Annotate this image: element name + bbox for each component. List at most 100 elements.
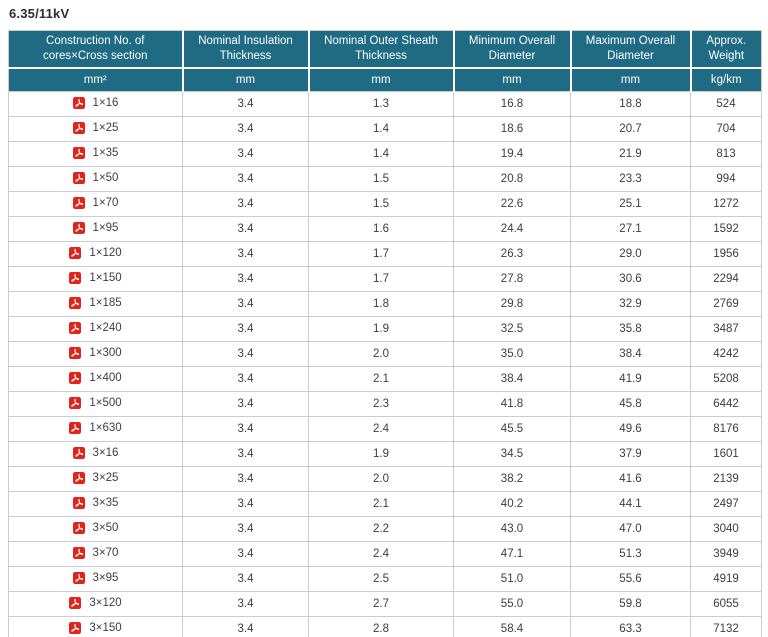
- cell-weight: 524: [690, 91, 762, 118]
- cell-insulation-thickness: 3.4: [182, 141, 309, 168]
- cell-min-diameter: 58.4: [453, 616, 571, 637]
- pdf-download-link[interactable]: 1×25: [72, 121, 118, 134]
- cell-weight: 1956: [690, 241, 762, 268]
- pdf-download-link[interactable]: 3×70: [72, 546, 119, 559]
- cell-min-diameter: 38.4: [453, 366, 571, 393]
- pdf-icon[interactable]: [72, 196, 85, 209]
- table-row: 1×500 3.4 2.3 41.8 45.8 6442: [8, 391, 762, 418]
- pdf-download-link[interactable]: 1×35: [72, 146, 118, 159]
- col-header-sheath-thickness: Nominal Outer Sheath Thickness: [307, 30, 454, 69]
- cell-construction: 1×240: [8, 316, 183, 343]
- pdf-icon[interactable]: [72, 446, 85, 459]
- cell-sheath-thickness: 1.6: [308, 216, 454, 243]
- pdf-download-link[interactable]: 3×25: [72, 471, 119, 484]
- pdf-icon[interactable]: [72, 171, 85, 184]
- cell-construction: 1×500: [8, 391, 183, 418]
- pdf-download-link[interactable]: 1×400: [69, 371, 122, 384]
- pdf-download-link[interactable]: 1×150: [69, 271, 122, 284]
- header-units-row: mm² mm mm mm mm kg/km: [8, 67, 762, 92]
- pdf-download-link[interactable]: 3×35: [72, 496, 118, 509]
- pdf-icon[interactable]: [72, 471, 85, 484]
- cell-weight: 1272: [690, 191, 762, 218]
- pdf-icon[interactable]: [69, 421, 82, 434]
- cell-sheath-thickness: 1.4: [308, 116, 454, 143]
- table-row: 1×240 3.4 1.9 32.5 35.8 3487: [8, 316, 762, 343]
- table-row: 1×400 3.4 2.1 38.4 41.9 5208: [8, 366, 762, 393]
- col-header-max-diameter: Maximum Overall Diameter: [569, 30, 691, 69]
- pdf-download-link[interactable]: 3×16: [72, 446, 118, 459]
- cell-weight: 2497: [690, 491, 762, 518]
- table-row: 1×630 3.4 2.4 45.5 49.6 8176: [8, 416, 762, 443]
- pdf-download-link[interactable]: 1×50: [72, 171, 118, 184]
- cell-min-diameter: 40.2: [453, 491, 571, 518]
- cell-insulation-thickness: 3.4: [182, 266, 309, 293]
- construction-label: 1×16: [92, 96, 119, 109]
- pdf-icon[interactable]: [69, 621, 82, 634]
- cell-insulation-thickness: 3.4: [182, 466, 309, 493]
- cell-insulation-thickness: 3.4: [182, 391, 309, 418]
- pdf-download-link[interactable]: 1×240: [69, 321, 122, 334]
- pdf-download-link[interactable]: 1×185: [69, 296, 122, 309]
- cell-weight: 6442: [690, 391, 762, 418]
- pdf-icon[interactable]: [72, 146, 85, 159]
- pdf-download-link[interactable]: 1×120: [69, 246, 122, 259]
- col-header-min-diameter: Minimum Overall Diameter: [452, 30, 571, 69]
- cell-sheath-thickness: 1.7: [308, 241, 454, 268]
- pdf-download-link[interactable]: 1×630: [69, 421, 122, 434]
- pdf-download-link[interactable]: 1×16: [72, 96, 119, 109]
- pdf-icon[interactable]: [69, 296, 82, 309]
- pdf-icon[interactable]: [69, 246, 82, 259]
- cell-sheath-thickness: 1.9: [308, 441, 454, 468]
- cell-insulation-thickness: 3.4: [182, 441, 309, 468]
- pdf-icon[interactable]: [72, 546, 85, 559]
- cell-construction: 3×70: [8, 541, 183, 568]
- construction-label: 1×150: [89, 271, 122, 284]
- pdf-icon[interactable]: [72, 121, 85, 134]
- pdf-icon[interactable]: [72, 521, 85, 534]
- cell-weight: 1601: [690, 441, 762, 468]
- cell-max-diameter: 27.1: [570, 216, 691, 243]
- construction-label: 1×300: [89, 346, 122, 359]
- cell-max-diameter: 41.6: [570, 466, 691, 493]
- cell-construction: 1×150: [8, 266, 183, 293]
- table-header: Construction No. of cores×Cross section …: [8, 30, 762, 92]
- cell-max-diameter: 35.8: [570, 316, 691, 343]
- construction-label: 3×70: [92, 546, 119, 559]
- cell-construction: 1×35: [8, 141, 183, 168]
- pdf-icon[interactable]: [72, 496, 85, 509]
- cell-max-diameter: 47.0: [570, 516, 691, 543]
- pdf-icon[interactable]: [69, 321, 82, 334]
- pdf-download-link[interactable]: 1×500: [69, 396, 122, 409]
- pdf-download-link[interactable]: 1×300: [69, 346, 122, 359]
- pdf-download-link[interactable]: 1×70: [72, 196, 118, 209]
- pdf-icon[interactable]: [69, 396, 82, 409]
- col-header-weight: Approx. Weight: [689, 30, 762, 69]
- pdf-download-link[interactable]: 3×50: [72, 521, 118, 534]
- pdf-download-link[interactable]: 3×95: [72, 571, 118, 584]
- pdf-download-link[interactable]: 1×95: [72, 221, 118, 234]
- table-row: 3×70 3.4 2.4 47.1 51.3 3949: [8, 541, 762, 568]
- cell-sheath-thickness: 2.7: [308, 591, 454, 618]
- col-unit-insulation-thickness: mm: [181, 67, 309, 92]
- pdf-icon[interactable]: [69, 271, 82, 284]
- pdf-icon[interactable]: [72, 221, 85, 234]
- table-row: 3×50 3.4 2.2 43.0 47.0 3040: [8, 516, 762, 543]
- cell-sheath-thickness: 2.0: [308, 466, 454, 493]
- pdf-icon[interactable]: [69, 371, 82, 384]
- construction-label: 3×25: [92, 471, 119, 484]
- table-row: 3×120 3.4 2.7 55.0 59.8 6055: [8, 591, 762, 618]
- pdf-download-link[interactable]: 3×150: [69, 621, 122, 634]
- cell-weight: 3487: [690, 316, 762, 343]
- pdf-icon[interactable]: [69, 596, 82, 609]
- cell-max-diameter: 30.6: [570, 266, 691, 293]
- cell-construction: 1×16: [8, 91, 183, 118]
- cell-max-diameter: 37.9: [570, 441, 691, 468]
- pdf-icon[interactable]: [72, 571, 85, 584]
- pdf-icon[interactable]: [72, 96, 85, 109]
- pdf-icon[interactable]: [69, 346, 82, 359]
- table-row: 1×25 3.4 1.4 18.6 20.7 704: [8, 116, 762, 143]
- cell-construction: 3×50: [8, 516, 183, 543]
- pdf-download-link[interactable]: 3×120: [69, 596, 122, 609]
- cell-min-diameter: 32.5: [453, 316, 571, 343]
- construction-label: 1×120: [89, 246, 122, 259]
